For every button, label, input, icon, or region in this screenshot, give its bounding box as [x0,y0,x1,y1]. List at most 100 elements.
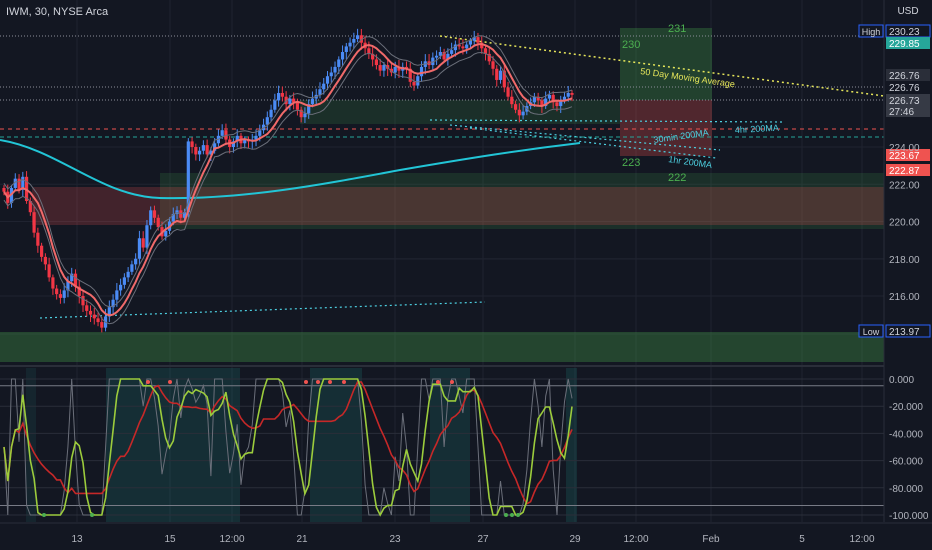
candle-body [235,135,239,142]
candle-body [152,210,157,218]
candle [134,253,138,270]
candle-body [355,35,360,39]
time-tick-label: 12:00 [849,534,874,545]
price-label-bg [886,149,930,161]
candle [62,283,66,304]
candle [310,91,315,108]
time-tick-label: 12:00 [219,534,244,545]
ma-envelope-upper [3,35,573,308]
candle [92,307,96,325]
price-label-value: 27:46 [889,107,914,118]
candle [77,280,81,304]
price-tick-label: 220.00 [889,218,920,229]
resistance-zone [620,100,712,156]
candle-body [51,277,55,289]
trendline-support [39,301,486,319]
candle-body [2,187,6,192]
price-label [858,324,931,338]
candle [126,267,130,283]
candle-body [88,310,93,315]
candle [246,136,251,149]
demand-zone-214 [0,332,884,362]
time-tick-label: 27 [477,534,489,545]
candle-body [213,143,217,151]
osc-signal-dot [168,380,172,384]
candle-body [536,96,540,101]
price-label [858,24,931,38]
osc-tick-label: -20.000 [889,402,923,413]
candle-body [513,104,518,110]
candle-body [348,42,352,47]
candle-body [393,66,397,73]
candle-body [555,102,559,107]
candle [329,66,333,83]
osc-signal-dot [504,513,508,517]
candle-body [145,225,149,248]
candle [201,140,205,155]
candle-body [66,281,70,291]
candle-body [231,141,236,147]
candle [325,71,330,90]
price-label-bg [886,105,930,117]
chart-annotation: 223 [622,157,640,169]
osc-signal-dot [316,380,320,384]
candle-body [43,256,47,265]
candle [280,86,284,102]
candle-body [276,92,281,101]
time-tick-label: 13 [71,534,83,545]
candle-body [502,70,506,88]
candle [427,54,431,70]
candle [434,50,439,65]
candle [40,242,44,262]
candle [130,260,134,275]
candle-body [340,52,345,60]
candle [382,61,386,77]
candle-body [107,307,111,317]
osc-tick-label: -60.000 [889,457,923,468]
candle-body [416,76,420,86]
candle [115,283,119,307]
candle-body [111,299,115,308]
price-label-value: 229.85 [889,39,920,50]
osc-signal-dot [450,380,454,384]
candle-body [498,70,503,80]
candle [47,257,51,282]
candle-body [374,59,378,66]
candle [261,118,266,134]
candle [506,81,510,101]
candle-body [438,52,442,56]
osc-signal-dot [342,380,346,384]
price-label [886,94,930,106]
candle-body [382,65,386,71]
osc-tick-label: -40.000 [889,429,923,440]
price-label-bg [886,94,930,106]
candle [378,58,382,77]
osc-tick-label: 0.000 [889,375,914,386]
candle-body [434,55,439,58]
candle [450,42,454,59]
currency-label: USD [897,6,918,17]
candle-body [81,296,85,306]
price-label-tag [858,24,884,38]
osc-highlight-band [310,368,362,522]
candle [2,185,6,196]
candle-body [156,217,160,228]
candle-body [77,286,81,296]
support-zone-222 [160,173,884,229]
candle-body [487,53,491,62]
chart-annotation: 1hr 200MA [668,154,713,170]
price-label-bg [886,164,930,176]
candle [231,138,236,153]
candle-body [551,94,555,103]
candle-body [495,68,499,80]
osc-signal-dot [90,513,94,517]
candle [58,289,63,304]
candle-body [476,37,480,43]
candle-body [288,98,292,105]
price-label-bg [886,37,930,49]
candle [344,42,348,60]
candle-body [491,61,495,69]
osc-signal-dot [328,380,332,384]
